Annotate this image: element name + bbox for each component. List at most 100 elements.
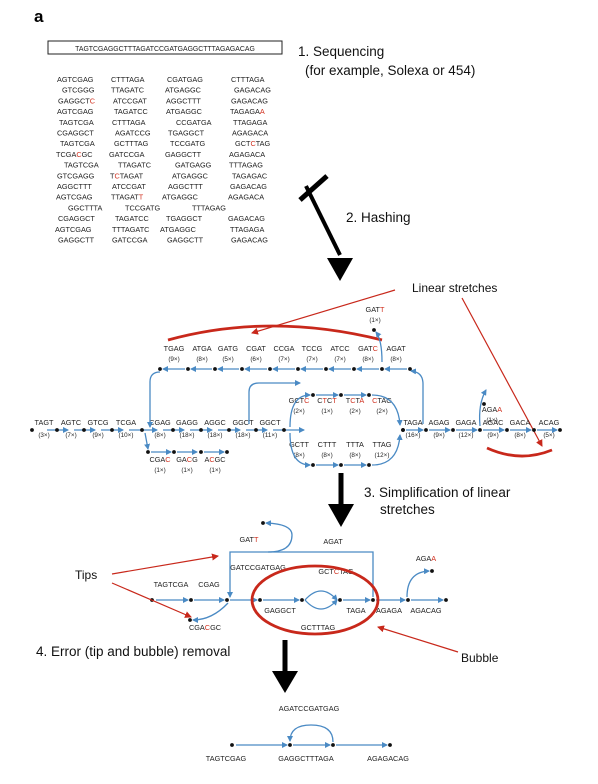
read-sequence: GCTCTAG [235, 139, 271, 148]
step1-label: 1. Sequencing [298, 44, 384, 59]
kmer-count: (8×) [154, 432, 165, 439]
kmer-label: GGCT [259, 418, 281, 427]
linear-stretch-highlight-right [486, 446, 553, 458]
error-removal-arrow [272, 640, 298, 693]
kmer-label: ACAG [539, 418, 560, 427]
graph-node [227, 428, 231, 432]
read-sequence: GAGACAG [230, 182, 267, 191]
graph-edge [227, 551, 374, 598]
read-sequence: GATGAGG [175, 161, 212, 170]
read-sequence: TCCGATG [125, 203, 160, 212]
graph-node [186, 367, 190, 371]
read-sequence: CTTTAGA [112, 118, 146, 127]
step3-sublabel: stretches [380, 502, 435, 517]
graph-node [451, 428, 455, 432]
kmer-count: (12×) [459, 432, 474, 439]
kmer-count: (1×) [486, 417, 497, 424]
kmer-label: CGAG [149, 418, 171, 427]
read-sequence: TTAGAGA [233, 118, 267, 127]
panel-label: a [34, 7, 44, 26]
kmer-label: TAGT [35, 418, 54, 427]
kmer-label: GACG [176, 455, 198, 464]
graph-node [199, 428, 203, 432]
contig-label: GAGGCT [264, 606, 296, 615]
graph-node [424, 428, 428, 432]
kmer-label: GATG [218, 344, 238, 353]
kmer-count: (7×) [65, 432, 76, 439]
genome-sequence: TAGTCGAGGCTTTAGATCCGATGAGGCTTTAGAGACAG [75, 46, 255, 53]
kmer-label: ATGA [192, 344, 211, 353]
step1-sublabel: (for example, Solexa or 454) [305, 63, 475, 78]
kmer-count: (5×) [543, 432, 554, 439]
read-sequence: GATCCGA [109, 150, 145, 159]
graph-node [339, 463, 343, 467]
de-bruijn-graph: TAGT (3×) AGTC (7×) GTCG (9×) TCGA (10×) CGAG (8×… [30, 305, 562, 474]
kmer-count: (3×) [38, 432, 49, 439]
graph-node [558, 428, 562, 432]
bubble-highlight [250, 564, 380, 636]
kmer-count: (1×) [369, 317, 380, 324]
kmer-label: TGAG [164, 344, 185, 353]
read-sequence: AGTCGAG [57, 107, 94, 116]
graph-node [444, 598, 448, 602]
graph-node [110, 428, 114, 432]
graph-edge [287, 724, 334, 743]
read-sequence: GGCTTTA [68, 203, 102, 212]
graph-node [296, 367, 300, 371]
kmer-label: GTCG [87, 418, 108, 427]
kmer-label: TTAG [373, 440, 392, 449]
read-sequence: AGAGACA [228, 193, 264, 202]
read-sequence: ATGAGGC [172, 171, 208, 180]
read-sequence: TAGTCGA [64, 161, 99, 170]
kmer-label: AGAC [483, 418, 504, 427]
graph-node [172, 450, 176, 454]
kmer-count: (6×) [250, 356, 261, 363]
graph-edge [371, 434, 403, 466]
step3-label: 3. Simplification of linear [364, 485, 511, 500]
read-sequence: TAGATCC [114, 107, 148, 116]
kmer-count: (8×) [321, 452, 332, 459]
graph-node [240, 367, 244, 371]
kmer-count: (7×) [306, 356, 317, 363]
kmer-count: (10×) [119, 432, 134, 439]
graph-node [478, 428, 482, 432]
contig-label: AGACAG [410, 606, 442, 615]
bubble-arrow [377, 625, 459, 653]
read-sequence: ATCCGAT [113, 96, 147, 105]
bubble-label: Bubble [461, 651, 499, 665]
kmer-count: (1×) [321, 408, 332, 415]
read-sequence: GAGGCTC [58, 96, 95, 105]
graph-node [339, 393, 343, 397]
contig-label: AGAGA [376, 606, 402, 615]
read-sequence: TAGAGAA [230, 107, 265, 116]
kmer-label: GATC [358, 344, 378, 353]
kmer-label: TCGA [116, 418, 136, 427]
read-sequence: CGATGAG [167, 75, 203, 84]
read-sequence: TTTAGATC [112, 225, 149, 234]
graph-node [188, 618, 192, 622]
read-sequence: TCTAGAT [110, 171, 144, 180]
read-sequence: ATCCGAT [112, 182, 146, 191]
graph-node [367, 393, 371, 397]
read-sequence: AGTCGAG [56, 193, 93, 202]
graph-node [140, 428, 144, 432]
read-sequence: AGAGACA [232, 129, 268, 138]
graph-edge [289, 432, 311, 468]
read-sequence: TTTAGAG [192, 203, 226, 212]
graph-edge [375, 331, 383, 363]
kmer-count: (1×) [181, 467, 192, 474]
graph-node [288, 743, 292, 747]
step4-label: 4. Error (tip and bubble) removal [36, 644, 230, 659]
read-sequence: AGATCCG [115, 129, 151, 138]
kmer-label: TAGA [403, 418, 422, 427]
tips-arrow-bottom [111, 582, 192, 618]
contig-label: AGAA [416, 554, 436, 563]
kmer-count: (8×) [293, 452, 304, 459]
graph-node [371, 598, 375, 602]
graph-node [30, 428, 34, 432]
contig-label: CGAG [198, 580, 220, 589]
read-sequence: TAGAGAC [232, 171, 267, 180]
kmer-count: (8×) [196, 356, 207, 363]
graph-edge [371, 394, 403, 426]
